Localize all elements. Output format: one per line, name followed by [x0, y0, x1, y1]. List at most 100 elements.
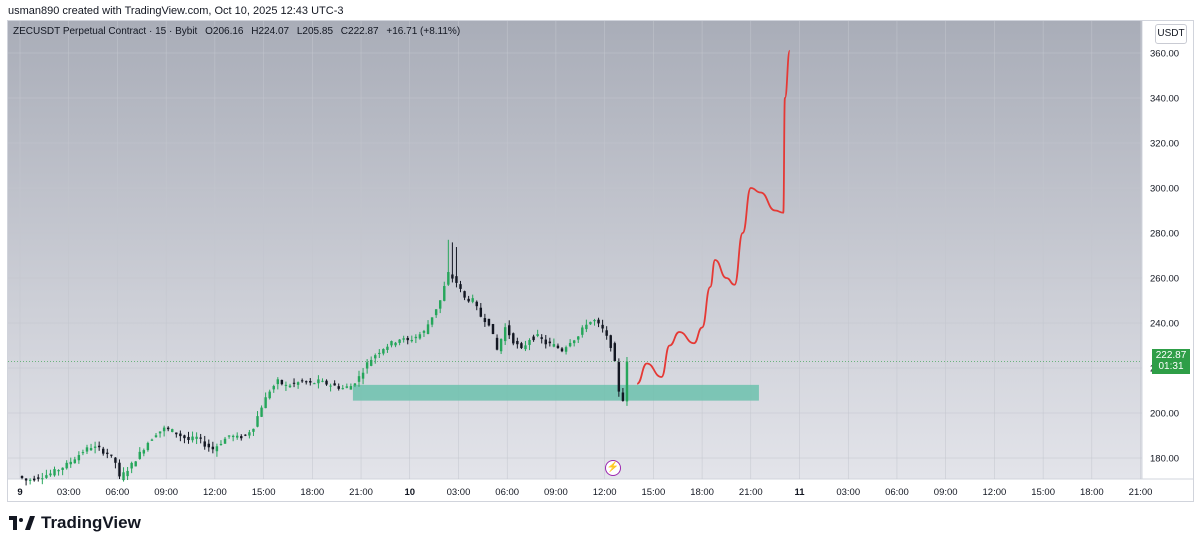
chart-panel[interactable]: 180.00200.00220.00240.00260.00280.00300.… [7, 20, 1194, 502]
x-tick-label: 15:00 [252, 487, 276, 498]
x-tick-label: 21:00 [1129, 487, 1153, 498]
x-tick-label: 10 [404, 487, 415, 498]
time-scale[interactable] [8, 479, 1193, 501]
candle-body [447, 272, 450, 285]
support-zone[interactable] [352, 384, 759, 401]
candle-body [564, 347, 568, 352]
candle-body [410, 339, 414, 342]
candle-body [528, 339, 531, 345]
candle-body [475, 301, 478, 307]
tradingview-logo[interactable]: TradingView [9, 513, 141, 533]
candle-body [32, 478, 36, 481]
candle-body [524, 345, 527, 350]
x-tick-label: 21:00 [739, 487, 763, 498]
candle-body [37, 477, 40, 479]
candle-body [89, 448, 93, 451]
chart-attribution: usman890 created with TradingView.com, O… [8, 5, 344, 17]
candle-body [321, 380, 324, 382]
candle-body [199, 437, 202, 439]
candle-body [207, 443, 211, 448]
candle-body [337, 386, 340, 389]
y-tick-label: 300.00 [1150, 184, 1179, 195]
candle-body [487, 318, 491, 326]
symbol-title: ZECUSDT Perpetual Contract · 15 · Bybit [13, 26, 198, 37]
candle-body [171, 429, 174, 432]
candle-body [166, 427, 170, 430]
ohlc-close: C222.87 [340, 26, 379, 37]
candle-body [609, 335, 612, 348]
candle-body [613, 343, 617, 362]
candle-body [276, 379, 280, 385]
symbol-legend: ZECUSDT Perpetual Contract · 15 · Bybit … [13, 26, 465, 37]
candle-body [430, 317, 434, 325]
currency-button[interactable]: USDT [1155, 24, 1187, 44]
candle-body [211, 446, 215, 450]
candle-body [398, 339, 401, 343]
candle-body [81, 452, 85, 454]
candle-body [625, 361, 629, 402]
candle-body [341, 388, 344, 390]
candle-body [187, 436, 190, 441]
y-tick-label: 260.00 [1150, 274, 1179, 285]
candle-body [353, 383, 357, 386]
price-scale[interactable] [1142, 21, 1193, 479]
candle-body [231, 435, 235, 438]
candle-body [369, 359, 373, 366]
candle-body [179, 433, 182, 437]
candle-body [154, 435, 158, 438]
candle-body [106, 452, 109, 455]
candle-body [617, 362, 621, 392]
candle-body [203, 441, 206, 447]
candle-body [390, 341, 393, 346]
candle-body [361, 372, 365, 379]
candle-body [28, 479, 32, 481]
candle-body [378, 352, 381, 355]
x-tick-label: 09:00 [154, 487, 178, 498]
candle-body [577, 336, 580, 340]
last-price-value: 222.87 [1155, 350, 1187, 361]
x-tick-label: 18:00 [690, 487, 714, 498]
lightning-icon[interactable]: ⚡ [605, 460, 621, 476]
ohlc-change: +16.71 (+8.11%) [386, 26, 461, 37]
candle-body [548, 341, 552, 344]
candle-body [162, 427, 166, 432]
x-tick-label: 11 [794, 487, 805, 498]
x-tick-label: 09:00 [544, 487, 568, 498]
candlestick-chart[interactable]: 180.00200.00220.00240.00260.00280.00300.… [8, 21, 1193, 501]
candle-body [260, 407, 263, 417]
candle-body [621, 392, 625, 401]
candle-body [471, 298, 474, 302]
y-tick-label: 240.00 [1150, 319, 1179, 330]
candle-body [438, 300, 442, 309]
candle-body [560, 348, 564, 352]
x-tick-label: 03:00 [836, 487, 860, 498]
projection-path[interactable] [636, 49, 791, 385]
candle-body [53, 469, 56, 476]
candle-body [382, 349, 385, 354]
candle-body [309, 381, 312, 383]
candle-body [605, 330, 608, 336]
bar-countdown: 01:31 [1158, 361, 1184, 372]
candle-body [264, 397, 267, 409]
candle-body [85, 447, 89, 452]
candle-body [284, 384, 288, 386]
candle-body [459, 284, 462, 289]
candle-body [317, 379, 320, 384]
candle-body [41, 478, 44, 480]
x-tick-label: 06:00 [495, 487, 519, 498]
candle-body [329, 385, 332, 387]
candle-body [61, 467, 64, 470]
x-tick-label: 03:00 [57, 487, 81, 498]
candle-body [593, 319, 596, 322]
x-tick-label: 15:00 [641, 487, 665, 498]
candle-body [325, 380, 328, 385]
candle-body [45, 475, 48, 478]
candle-body [102, 448, 105, 454]
candle-body [572, 340, 576, 344]
candle-body [57, 470, 60, 472]
candle-body [240, 436, 243, 439]
plot-background [8, 21, 1142, 479]
candle-body [118, 462, 121, 477]
candle-body [349, 386, 353, 390]
candle-body [244, 434, 247, 436]
